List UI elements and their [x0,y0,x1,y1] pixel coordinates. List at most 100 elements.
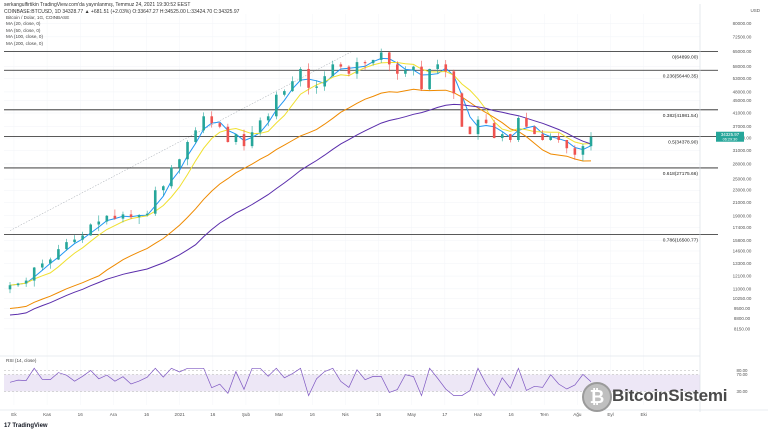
time-axis[interactable]: Ek Kas 16 Ara 16 2021 16 Şub Mar 16 Nis 16 May 17 Haz 1… [0,409,768,417]
tradingview-logo[interactable]: 17 TradingView [4,423,48,429]
price-tick-label: 31000.00 [733,148,752,153]
candle-body [210,116,214,124]
legend-ma100[interactable]: MA (100, close, 0) [6,34,44,40]
price-tick-label: 8800.00 [734,316,751,321]
price-tick-label: 58000.00 [733,64,752,69]
candle-body [492,123,496,139]
fib-label: 0.382(41981.54) [663,113,699,119]
price-tick-label: 28000.00 [733,161,752,166]
candle-body [186,142,189,160]
fib-label: 0(64899.00) [672,55,698,61]
candle-body [573,148,577,155]
candle-body [339,64,343,67]
legend-ma200[interactable]: MA (200, close, 0) [6,40,44,46]
candle-body [153,190,157,214]
candle-body [452,71,456,94]
candle-body [468,126,472,135]
candle-body [274,94,278,117]
candle-body [218,123,222,127]
candle-body [24,280,28,284]
time-tick-label: 16 [509,412,515,417]
candle-body [202,116,205,131]
rsi-label: RSI (14, close) [6,358,37,363]
time-tick-label: Tem [540,412,549,417]
candle-body [226,126,230,143]
candle-body [65,242,68,250]
time-tick-label: May [407,412,416,417]
candle-body [145,213,149,216]
price-tag-time: 06:29:30 [723,138,738,142]
bitcoin-icon: ₿ [582,382,612,412]
candle-body [250,132,254,147]
time-tick-label: Kas [43,412,52,417]
price-tick-label: 13300.00 [733,261,752,266]
candle-body [121,214,125,219]
time-tick-label: 16 [144,412,150,417]
candle-body [412,66,415,71]
time-tick-label: Nis [342,412,349,417]
legend-ma50[interactable]: MA (50, close, 0) [6,27,41,33]
currency-badge[interactable]: USD [750,8,760,13]
price-axis[interactable]: 80000.00 72500.00 65000.00 58000.00 53000.00… [699,4,752,412]
publisher-line: serkangulfirtikin TradingView.com'da yay… [4,2,191,8]
ma-line-4 [9,103,592,316]
candle-body [476,119,480,135]
legend-symbol[interactable]: Bitcoin / Dolar, 1G, COINBASE [6,15,70,20]
price-tick-label: 65000.00 [733,49,752,54]
time-tick-label: 16 [210,412,216,417]
watermark-brand: BitcoinSistemi [612,386,728,405]
candle-body [89,224,92,236]
price-tag-value: 34325.97 [721,132,740,137]
candle-body [234,134,238,143]
time-tick-label: Ek [11,412,17,417]
rsi-band [4,374,700,392]
symbol-line: COINBASE:BTCUSD, 1D 34328.77 ▲ +681.51 (… [4,9,240,15]
price-tick-label: 23000.00 [733,188,752,193]
candle-body [396,64,399,74]
time-tick-label: Ağu [573,412,582,417]
price-tick-label: 25000.00 [733,177,752,182]
price-tick-label: 37000.00 [733,124,752,129]
candle-body [73,239,76,243]
time-tick-label: 2021 [175,412,186,417]
candle-body [460,93,464,127]
candle-body [420,66,423,90]
candle-body [589,136,593,147]
candle-body [444,64,448,72]
trend-line [9,51,352,231]
rsi-line [9,367,592,397]
time-tick-label: 16 [310,412,316,417]
time-tick-label: Eki [640,412,646,417]
candle-body [363,62,367,64]
candle-body [40,263,44,268]
rsi-level-label: 70.00 [737,372,749,377]
candle-body [97,221,101,225]
price-tick-label: 15800.00 [733,238,752,243]
candle-body [8,285,12,290]
candle-body [258,120,262,133]
ma-line-3 [9,88,592,309]
time-tick-label: Ara [110,412,118,417]
candle-body [283,91,286,95]
candle-body [509,134,512,140]
candle-body [291,81,294,92]
price-tick-label: 45000.00 [733,98,752,103]
candle-body [57,249,60,260]
candle-body [347,66,351,74]
price-tick-label: 9500.00 [734,306,751,311]
candle-body [16,283,20,286]
candle-body [105,215,109,222]
candle-body [32,267,36,281]
candle-body [162,186,165,191]
candle-body [436,64,439,69]
candle-body [137,215,141,218]
price-tick-label: 48000.00 [733,89,752,94]
legend-ma20[interactable]: MA (20, close, 0) [6,21,41,27]
candle-body [266,116,270,121]
candle-body [565,139,569,149]
price-tick-label: 12100.00 [733,274,752,279]
candle-body [387,52,391,65]
candle-body [81,235,84,240]
